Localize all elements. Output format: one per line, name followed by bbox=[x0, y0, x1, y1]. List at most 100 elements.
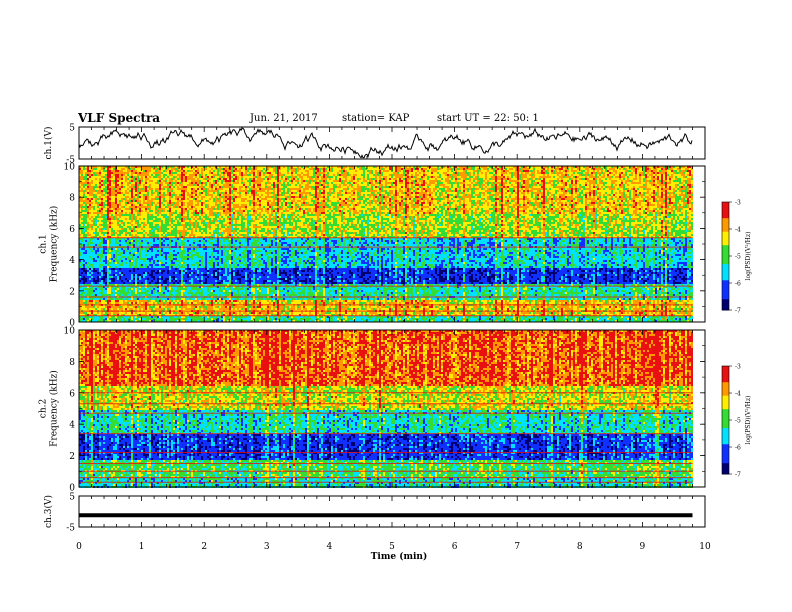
spectrogram-cell bbox=[85, 250, 87, 252]
spectrogram-cell bbox=[89, 270, 91, 272]
spectrogram-cell bbox=[91, 186, 93, 188]
spectrogram-cell bbox=[93, 202, 95, 204]
spectrogram-cell bbox=[83, 208, 85, 210]
spectrogram-cell bbox=[85, 214, 87, 216]
spectrogram-cell bbox=[83, 222, 85, 224]
spectrogram-cell bbox=[93, 192, 95, 194]
spectrogram-cell bbox=[83, 168, 85, 170]
spectrogram-cell bbox=[93, 224, 95, 226]
spectrogram-cell bbox=[83, 204, 85, 206]
spectrogram-cell bbox=[83, 278, 85, 280]
spectrogram-cell bbox=[89, 176, 91, 178]
spectrogram-cell bbox=[85, 276, 87, 278]
spectrogram-cell bbox=[85, 266, 87, 268]
spectrogram-cell bbox=[89, 274, 91, 276]
spectrogram-cell bbox=[89, 228, 91, 230]
spectrogram-cell bbox=[83, 186, 85, 188]
spectrogram-cell bbox=[93, 200, 95, 202]
spectrogram-cell bbox=[85, 178, 87, 180]
spectrogram-cell bbox=[91, 292, 93, 294]
spectrogram-cell bbox=[89, 196, 91, 198]
spectrogram-cell bbox=[83, 178, 85, 180]
spectrogram-cell bbox=[91, 220, 93, 222]
spectrogram-cell bbox=[87, 274, 89, 276]
spectrogram-cell bbox=[85, 248, 87, 250]
spectrogram-cell bbox=[89, 198, 91, 200]
spectrogram-cell bbox=[91, 298, 93, 300]
spectrogram-cell bbox=[87, 194, 89, 196]
spectrogram-cell bbox=[91, 224, 93, 226]
spectrogram-cell bbox=[93, 214, 95, 216]
spectrogram-cell bbox=[85, 206, 87, 208]
spectrogram-cell bbox=[81, 250, 83, 252]
spectrogram-cell bbox=[81, 178, 83, 180]
spectrogram-cell bbox=[87, 306, 89, 308]
spectrogram-cell bbox=[83, 260, 85, 262]
spectrogram-cell bbox=[87, 182, 89, 184]
spectrogram-cell bbox=[83, 280, 85, 282]
spectrogram-cell bbox=[89, 316, 91, 318]
spectrogram-cell bbox=[85, 272, 87, 274]
spectrogram-cell bbox=[95, 216, 97, 218]
spectrogram-cell bbox=[87, 316, 89, 318]
spectrogram-cell bbox=[83, 216, 85, 218]
spectrogram-cell bbox=[87, 208, 89, 210]
spectrogram-cell bbox=[95, 192, 97, 194]
spectrogram-cell bbox=[87, 188, 89, 190]
spectrogram-cell bbox=[91, 216, 93, 218]
spectrogram-cell bbox=[83, 302, 85, 304]
spectrogram-cell bbox=[81, 220, 83, 222]
spectrogram-cell bbox=[85, 290, 87, 292]
spectrogram-cell bbox=[93, 178, 95, 180]
spectrogram-cell bbox=[81, 188, 83, 190]
spectrogram-cell bbox=[95, 214, 97, 216]
spectrogram-cell bbox=[83, 316, 85, 318]
spectrogram-cell bbox=[89, 180, 91, 182]
spectrogram-cell bbox=[81, 270, 83, 272]
spectrogram-cell bbox=[93, 208, 95, 210]
spectrogram-cell bbox=[83, 268, 85, 270]
spectrogram-cell bbox=[89, 298, 91, 300]
spectrogram-cell bbox=[89, 202, 91, 204]
spectrogram-cell bbox=[87, 178, 89, 180]
spectrogram-cell bbox=[87, 196, 89, 198]
spectrogram-cell bbox=[89, 204, 91, 206]
spectrogram-cell bbox=[83, 294, 85, 296]
spectrogram-cell bbox=[89, 262, 91, 264]
spectrogram-cell bbox=[83, 218, 85, 220]
spectrogram-cell bbox=[87, 184, 89, 186]
spectrogram-cell bbox=[91, 306, 93, 308]
spectrogram-cell bbox=[83, 192, 85, 194]
spectrogram-cell bbox=[89, 240, 91, 242]
spectrogram-cell bbox=[87, 240, 89, 242]
spectrogram-cell bbox=[87, 190, 89, 192]
spectrogram-cell bbox=[83, 300, 85, 302]
spectrogram-cell bbox=[87, 250, 89, 252]
spectrogram-cell bbox=[87, 220, 89, 222]
spectrogram-cell bbox=[91, 312, 93, 314]
spectrogram-cell bbox=[85, 264, 87, 266]
spectrogram-cell bbox=[93, 282, 95, 284]
spectrogram-cell bbox=[95, 198, 97, 200]
spectrogram-cell bbox=[91, 204, 93, 206]
spectrogram-cell bbox=[81, 176, 83, 178]
spectrogram-cell bbox=[81, 230, 83, 232]
spectrogram-cell bbox=[93, 210, 95, 212]
spectrogram-cell bbox=[89, 260, 91, 262]
spectrogram-cell bbox=[91, 308, 93, 310]
spectrogram-cell bbox=[95, 208, 97, 210]
spectrogram-cell bbox=[81, 226, 83, 228]
spectrogram-cell bbox=[89, 292, 91, 294]
spectrogram-cell bbox=[81, 308, 83, 310]
spectrogram-cell bbox=[87, 170, 89, 172]
spectrogram-cell bbox=[89, 168, 91, 170]
spectrogram-cell bbox=[95, 180, 97, 182]
spectrogram-cell bbox=[89, 242, 91, 244]
spectrogram-cell bbox=[81, 256, 83, 258]
spectrogram-cell bbox=[89, 192, 91, 194]
spectrogram-cell bbox=[87, 222, 89, 224]
spectrogram-cell bbox=[91, 278, 93, 280]
spectrogram-cell bbox=[83, 318, 85, 320]
spectrogram-cell bbox=[81, 206, 83, 208]
spectrogram-cell bbox=[89, 256, 91, 258]
